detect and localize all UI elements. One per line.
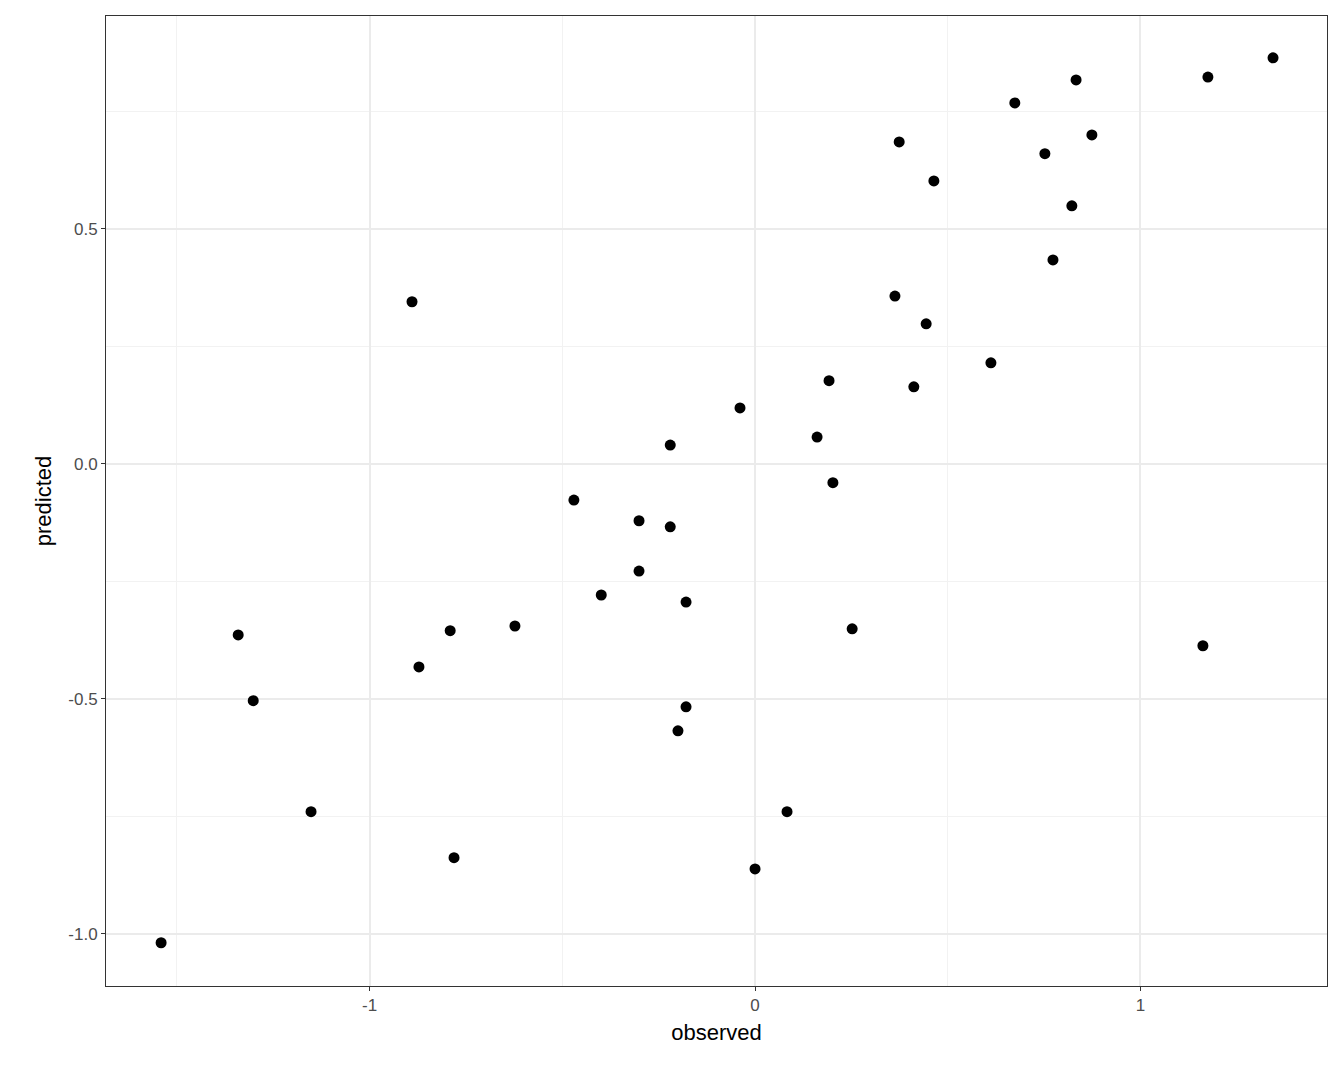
svg-text:-0.5: -0.5 bbox=[68, 690, 97, 709]
svg-text:0.0: 0.0 bbox=[74, 455, 98, 474]
svg-text:0.5: 0.5 bbox=[74, 220, 98, 239]
svg-text:0: 0 bbox=[750, 996, 759, 1015]
svg-text:-1: -1 bbox=[362, 996, 377, 1015]
svg-text:1: 1 bbox=[1136, 996, 1145, 1015]
svg-text:observed: observed bbox=[671, 1020, 762, 1045]
svg-text:predicted: predicted bbox=[31, 456, 56, 547]
svg-text:-1.0: -1.0 bbox=[68, 925, 97, 944]
